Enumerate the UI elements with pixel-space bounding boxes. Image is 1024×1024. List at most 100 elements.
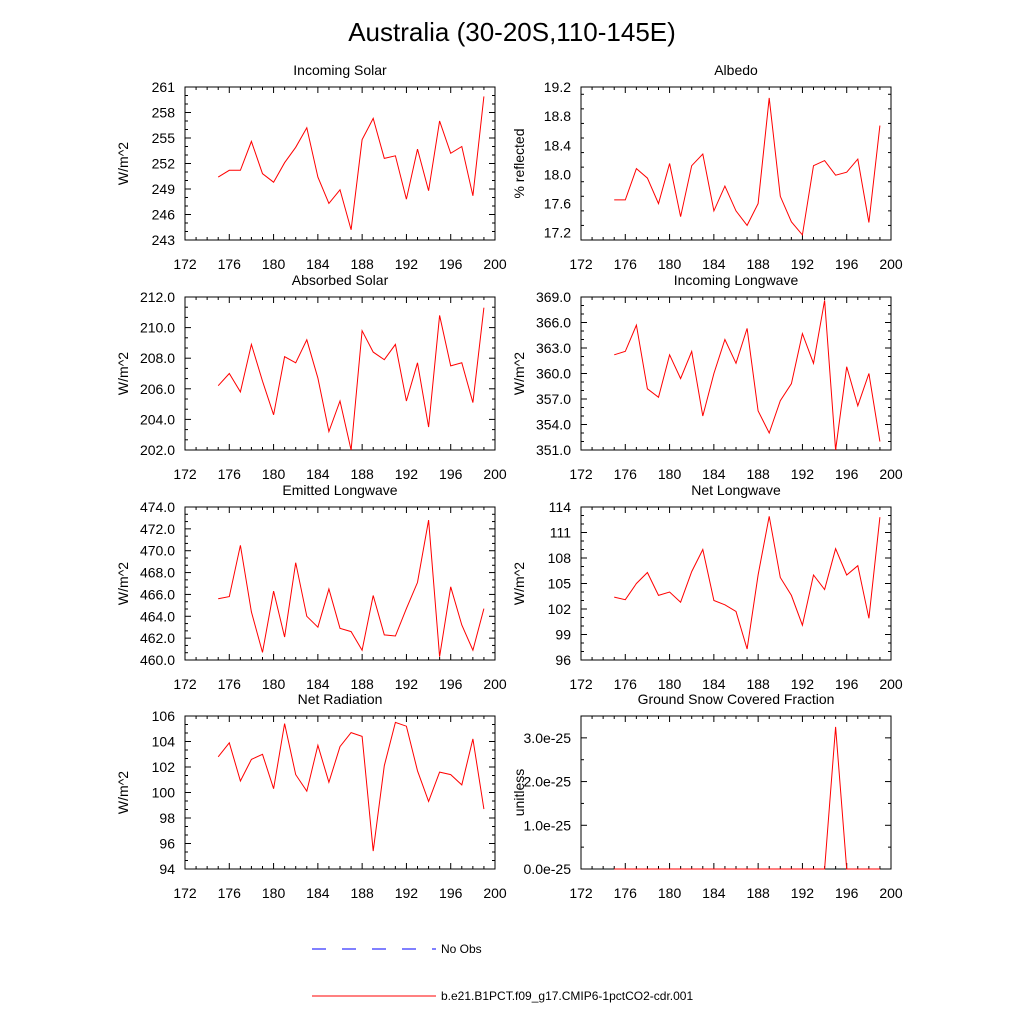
y-tick-label: 100 <box>152 785 176 801</box>
y-tick-label: 94 <box>159 861 175 877</box>
plot-frame <box>184 506 496 661</box>
panel-net-longwave: 172 176 180 184 188 192 196 200 96 99 102 105 108 111… <box>511 482 903 692</box>
x-tick-label: 180 <box>658 256 682 272</box>
y-tick-label: 466.0 <box>140 586 175 602</box>
x-tick-label: 196 <box>439 466 463 482</box>
x-tick-label: 184 <box>702 885 726 901</box>
y-tick-label: 96 <box>159 836 175 852</box>
y-tick-label: 360.0 <box>536 366 571 382</box>
legend: No Obs b.e21.B1PCT.f09_g17.CMIP6-1pctCO2-… <box>312 942 693 1003</box>
x-tick-label: 200 <box>879 676 903 692</box>
series-line-emitted-longwave <box>218 520 485 657</box>
x-tick-label: 176 <box>614 466 638 482</box>
x-tick-label: 188 <box>350 256 374 272</box>
panel-title: Ground Snow Covered Fraction <box>638 691 835 707</box>
y-axis-label: unitless <box>511 769 527 816</box>
y-tick-label: 96 <box>555 652 571 668</box>
x-tick-label: 184 <box>702 466 726 482</box>
series-line-net-longwave <box>614 516 881 650</box>
y-tick-label: 212.0 <box>140 289 175 305</box>
x-tick-label: 200 <box>879 885 903 901</box>
legend-label-0: No Obs <box>441 942 482 956</box>
x-tick-label: 196 <box>835 676 859 692</box>
series-line-incoming-longwave <box>614 300 881 451</box>
x-tick-label: 176 <box>614 676 638 692</box>
x-tick-label: 184 <box>306 676 330 692</box>
x-tick-label: 192 <box>791 466 815 482</box>
x-tick-label: 180 <box>262 676 286 692</box>
y-tick-label: 2.0e-25 <box>524 774 572 790</box>
x-tick-label: 176 <box>614 256 638 272</box>
y-axis-label: W/m^2 <box>115 352 131 395</box>
x-tick-label: 184 <box>306 885 330 901</box>
series-line-albedo <box>614 97 881 237</box>
plot-frame <box>580 296 892 451</box>
y-tick-label: 98 <box>159 810 175 826</box>
y-tick-label: 474.0 <box>140 499 175 515</box>
x-tick-label: 180 <box>262 466 286 482</box>
y-tick-label: 104 <box>152 734 176 750</box>
y-tick-label: 249 <box>152 181 176 197</box>
y-tick-label: 470.0 <box>140 543 175 559</box>
panel-title: Incoming Longwave <box>674 272 799 288</box>
y-tick-label: 204.0 <box>140 411 175 427</box>
x-tick-label: 176 <box>218 676 242 692</box>
x-tick-label: 192 <box>791 256 815 272</box>
x-tick-label: 176 <box>218 466 242 482</box>
panel-title: Incoming Solar <box>293 62 387 78</box>
x-tick-label: 180 <box>658 676 682 692</box>
x-tick-label: 196 <box>835 466 859 482</box>
x-tick-label: 180 <box>262 885 286 901</box>
x-tick-label: 172 <box>569 466 593 482</box>
y-tick-label: 357.0 <box>536 391 571 407</box>
y-tick-label: 18.0 <box>544 166 571 182</box>
x-tick-label: 196 <box>439 885 463 901</box>
x-tick-label: 196 <box>835 256 859 272</box>
x-tick-label: 196 <box>439 256 463 272</box>
x-tick-label: 188 <box>746 885 770 901</box>
x-tick-label: 172 <box>173 885 197 901</box>
y-tick-label: 351.0 <box>536 442 571 458</box>
x-tick-label: 172 <box>173 676 197 692</box>
plot-frame <box>184 86 496 241</box>
x-tick-label: 188 <box>746 676 770 692</box>
x-tick-label: 180 <box>658 466 682 482</box>
series-line-incoming-solar <box>217 96 485 230</box>
y-tick-label: 243 <box>152 232 176 248</box>
x-tick-label: 200 <box>483 676 507 692</box>
y-tick-label: 99 <box>555 627 571 643</box>
panel-incoming-solar: 172 176 180 184 188 192 196 200 243 246 249 252 255 2… <box>115 62 507 272</box>
y-tick-label: 18.8 <box>544 108 571 124</box>
x-tick-label: 188 <box>350 676 374 692</box>
x-tick-label: 172 <box>569 256 593 272</box>
series-line-ground-snow-covered-fraction <box>614 726 880 870</box>
y-tick-label: 108 <box>548 550 572 566</box>
x-tick-label: 188 <box>746 256 770 272</box>
x-tick-label: 180 <box>658 885 682 901</box>
y-tick-label: 18.4 <box>544 137 571 153</box>
x-tick-label: 176 <box>218 885 242 901</box>
x-tick-label: 192 <box>791 885 815 901</box>
y-tick-label: 102 <box>152 759 176 775</box>
panel-title: Albedo <box>714 62 758 78</box>
y-axis-label: W/m^2 <box>115 562 131 605</box>
series-line-absorbed-solar <box>217 307 485 451</box>
y-tick-label: 472.0 <box>140 521 175 537</box>
y-axis-label: W/m^2 <box>115 771 131 814</box>
x-tick-label: 196 <box>439 676 463 692</box>
panel-title: Emitted Longwave <box>282 482 397 498</box>
y-tick-label: 460.0 <box>140 652 175 668</box>
y-tick-label: 1.0e-25 <box>524 817 572 833</box>
x-tick-label: 192 <box>395 885 419 901</box>
panel-title: Absorbed Solar <box>292 272 389 288</box>
x-tick-label: 188 <box>746 466 770 482</box>
y-tick-label: 106 <box>152 708 176 724</box>
panel-title: Net Radiation <box>298 691 383 707</box>
legend-label-1: b.e21.B1PCT.f09_g17.CMIP6-1pctCO2-cdr.00… <box>441 989 693 1003</box>
x-tick-label: 172 <box>173 256 197 272</box>
x-tick-label: 176 <box>614 885 638 901</box>
x-tick-label: 172 <box>173 466 197 482</box>
y-axis-label: W/m^2 <box>511 562 527 605</box>
plot-frame <box>184 296 496 451</box>
